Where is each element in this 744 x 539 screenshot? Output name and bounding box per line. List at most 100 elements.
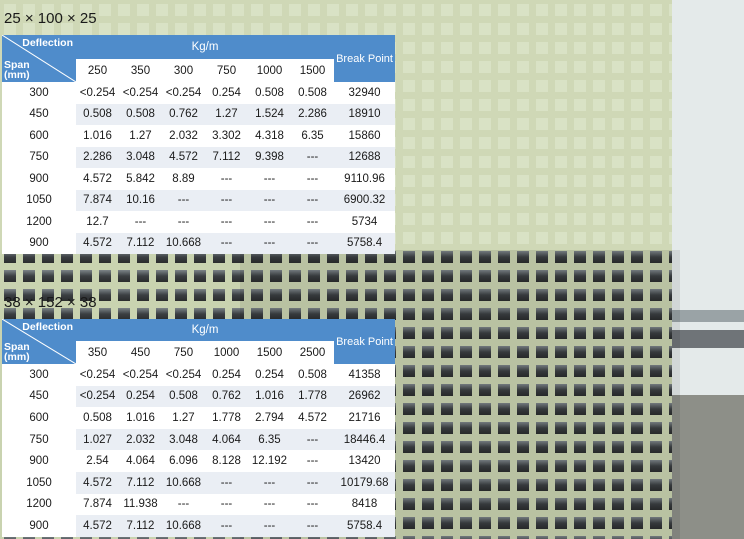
- deflection-cell: 4.572: [76, 232, 119, 254]
- deflection-cell: ---: [205, 493, 248, 516]
- table-row: 600 0.508 1.016 1.27 1.778 2.794 4.572 21716: [2, 407, 396, 429]
- table2-title: 38 × 152 × 38: [4, 294, 97, 311]
- deflection-cell: 1.016: [119, 407, 162, 429]
- table-row: 900 4.572 7.112 10.668 --- --- --- 5758.4: [2, 232, 396, 254]
- deflection-cell: 9.398: [248, 146, 291, 168]
- break-point-cell: 21716: [334, 407, 396, 429]
- table-row: 1050 4.572 7.112 10.668 --- --- --- 10179.68: [2, 471, 396, 494]
- deflection-cell: 1.27: [119, 125, 162, 147]
- span-cell: 900: [2, 232, 76, 254]
- deflection-cell: 2.032: [119, 428, 162, 451]
- span-cell: 750: [2, 146, 76, 168]
- deflection-cell: 12.7: [76, 211, 119, 233]
- deflection-cell: 2.032: [162, 125, 205, 147]
- deflection-cell: 4.064: [205, 428, 248, 451]
- deflection-cell: ---: [291, 471, 335, 494]
- deflection-cell: <0.254: [119, 364, 162, 386]
- table-row: 1050 7.874 10.16 --- --- --- --- 6900.32: [2, 189, 396, 211]
- deflection-cell: <0.254: [162, 364, 205, 386]
- break-point-cell: 9110.96: [334, 168, 396, 190]
- deflection-cell: 10.16: [119, 189, 162, 211]
- deflection-cell: 2.286: [76, 146, 119, 168]
- deflection-cell: 3.048: [162, 428, 205, 451]
- deflection-cell: 0.254: [205, 364, 248, 386]
- column-header: 750: [205, 59, 248, 82]
- deflection-cell: 6.096: [162, 450, 205, 472]
- table-row: 900 4.572 7.112 10.668 --- --- --- 5758.4: [2, 515, 396, 537]
- deflection-cell: 4.318: [248, 125, 291, 147]
- deflection-cell: 3.048: [119, 146, 162, 168]
- break-point-cell: 5758.4: [334, 232, 396, 254]
- kgm-group-header: Kg/m: [76, 35, 335, 59]
- column-header: 1000: [205, 341, 248, 364]
- column-header: 450: [119, 341, 162, 364]
- deflection-cell: ---: [205, 232, 248, 254]
- column-header-row: 250 350 300 750 1000 1500: [2, 59, 395, 82]
- table-row: 1200 12.7 --- --- --- --- --- 5734: [2, 211, 396, 233]
- break-point-cell: 6900.32: [334, 189, 396, 211]
- deflection-cell: ---: [205, 189, 248, 211]
- deflection-cell: ---: [291, 232, 335, 254]
- deflection-cell: ---: [162, 189, 205, 211]
- deflection-cell: 6.35: [291, 125, 335, 147]
- table-row: 300 <0.254 <0.254 <0.254 0.254 0.508 0.508 3294…: [2, 82, 396, 104]
- deflection-cell: 0.508: [119, 103, 162, 125]
- table-row: 750 2.286 3.048 4.572 7.112 9.398 --- 12688: [2, 146, 396, 168]
- break-point-cell: 13420: [334, 450, 396, 472]
- span-cell: 1200: [2, 493, 76, 516]
- deflection-cell: <0.254: [76, 364, 119, 386]
- column-header: 350: [76, 341, 119, 364]
- deflection-cell: 0.508: [291, 82, 335, 104]
- deflection-cell: 0.508: [76, 407, 119, 429]
- deflection-cell: 1.778: [291, 385, 335, 408]
- deflection-cell: 10.668: [162, 471, 205, 494]
- deflection-cell: 4.572: [291, 407, 335, 429]
- table-row: 900 4.572 5.842 8.89 --- --- --- 9110.96: [2, 168, 396, 190]
- span-cell: 1050: [2, 189, 76, 211]
- deflection-cell: ---: [205, 211, 248, 233]
- deflection-cell: <0.254: [119, 82, 162, 104]
- span-cell: 750: [2, 428, 76, 451]
- kgm-group-header: Kg/m: [76, 319, 335, 341]
- column-header: 1500: [291, 59, 335, 82]
- break-point-cell: 32940: [334, 82, 396, 104]
- deflection-cell: 7.112: [205, 146, 248, 168]
- deflection-cell: 1.524: [248, 103, 291, 125]
- deflection-cell: 1.778: [205, 407, 248, 429]
- deflection-cell: 4.572: [76, 168, 119, 190]
- span-cell: 900: [2, 450, 76, 472]
- table-row: 450 <0.254 0.254 0.508 0.762 1.016 1.778 26962: [2, 385, 396, 408]
- deflection-cell: 4.572: [76, 515, 119, 537]
- span-cell: 300: [2, 364, 76, 386]
- deflection-cell: ---: [291, 168, 335, 190]
- deflection-cell: 2.794: [248, 407, 291, 429]
- span-cell: 600: [2, 125, 76, 147]
- deflection-cell: 2.54: [76, 450, 119, 472]
- deflection-cell: 7.112: [119, 515, 162, 537]
- break-point-cell: 18910: [334, 103, 396, 125]
- deflection-cell: 2.286: [291, 103, 335, 125]
- deflection-label: Deflection: [22, 37, 73, 49]
- break-point-cell: 41358: [334, 364, 396, 386]
- deflection-cell: ---: [248, 232, 291, 254]
- deflection-cell: 0.508: [162, 385, 205, 408]
- deflection-cell: 1.016: [76, 125, 119, 147]
- span-cell: 900: [2, 515, 76, 537]
- deflection-cell: ---: [205, 515, 248, 537]
- column-header-row: 350 450 750 1000 1500 2500: [2, 341, 395, 364]
- deflection-cell: 10.668: [162, 232, 205, 254]
- deflection-cell: ---: [162, 211, 205, 233]
- deflection-cell: ---: [205, 168, 248, 190]
- break-point-cell: 12688: [334, 146, 396, 168]
- table1-body: 300 <0.254 <0.254 <0.254 0.254 0.508 0.508 3294…: [2, 82, 396, 254]
- span-cell: 300: [2, 82, 76, 104]
- break-point-cell: 5758.4: [334, 515, 396, 537]
- deflection-cell: 4.572: [76, 471, 119, 494]
- deflection-cell: 7.112: [119, 232, 162, 254]
- deflection-cell: 5.842: [119, 168, 162, 190]
- deflection-cell: ---: [162, 493, 205, 516]
- deflection-cell: ---: [248, 168, 291, 190]
- deflection-cell: ---: [291, 146, 335, 168]
- deflection-cell: 8.128: [205, 450, 248, 472]
- deflection-cell: 0.762: [162, 103, 205, 125]
